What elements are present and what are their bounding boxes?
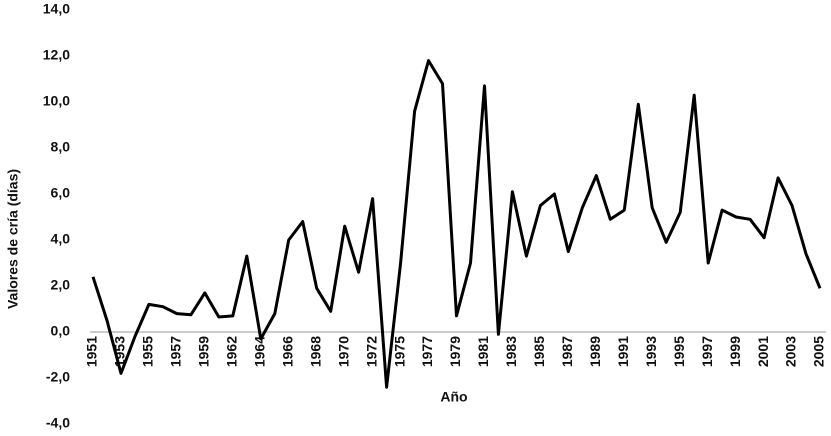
x-tick-label: 1987 — [559, 336, 575, 367]
y-tick-label: 14,0 — [43, 1, 70, 17]
x-tick-label: 1957 — [168, 336, 184, 367]
y-tick-label: -2,0 — [46, 369, 70, 385]
x-axis-title: Año — [440, 389, 467, 405]
x-tick-label: 2001 — [755, 336, 771, 367]
x-tick-label: 1985 — [531, 336, 547, 367]
x-tick-label: 1999 — [727, 336, 743, 367]
x-tick-label: 1951 — [84, 336, 100, 367]
y-tick-label: -4,0 — [46, 415, 70, 431]
x-tick-label: 2003 — [783, 336, 799, 367]
x-tick-label: 1970 — [335, 336, 351, 367]
x-tick-label: 1959 — [196, 336, 212, 367]
x-tick-label: 1966 — [279, 336, 295, 367]
y-tick-label: 4,0 — [51, 231, 71, 247]
data-line — [91, 59, 822, 389]
x-tick-label: 1993 — [643, 336, 659, 367]
x-tick-label: 1977 — [419, 336, 435, 367]
x-tick-label: 1981 — [475, 336, 491, 367]
x-tick-label: 1964 — [251, 336, 267, 367]
y-tick-label: 0,0 — [51, 323, 71, 339]
x-tick-label: 1979 — [447, 336, 463, 367]
x-tick-label: 1968 — [307, 336, 323, 367]
y-tick-label: 10,0 — [43, 93, 70, 109]
x-tick-label: 1953 — [112, 336, 128, 367]
x-tick-label: 1997 — [699, 336, 715, 367]
y-tick-label: 12,0 — [43, 47, 70, 63]
x-tick-label: 1962 — [224, 336, 240, 367]
y-tick-label: 6,0 — [51, 185, 71, 201]
x-tick-label: 1975 — [391, 336, 407, 367]
y-tick-label: 2,0 — [51, 277, 71, 293]
x-tick-label: 1991 — [615, 336, 631, 367]
x-tick-label: 1983 — [503, 336, 519, 367]
x-tick-label: 1955 — [140, 336, 156, 367]
x-tick-label: 1995 — [671, 336, 687, 367]
x-tick-label: 2005 — [811, 336, 827, 367]
y-axis-title: Valores de cría (días) — [5, 169, 21, 309]
x-tick-label: 1989 — [587, 336, 603, 367]
x-tick-label: 1972 — [363, 336, 379, 367]
y-tick-label: 8,0 — [51, 139, 71, 155]
